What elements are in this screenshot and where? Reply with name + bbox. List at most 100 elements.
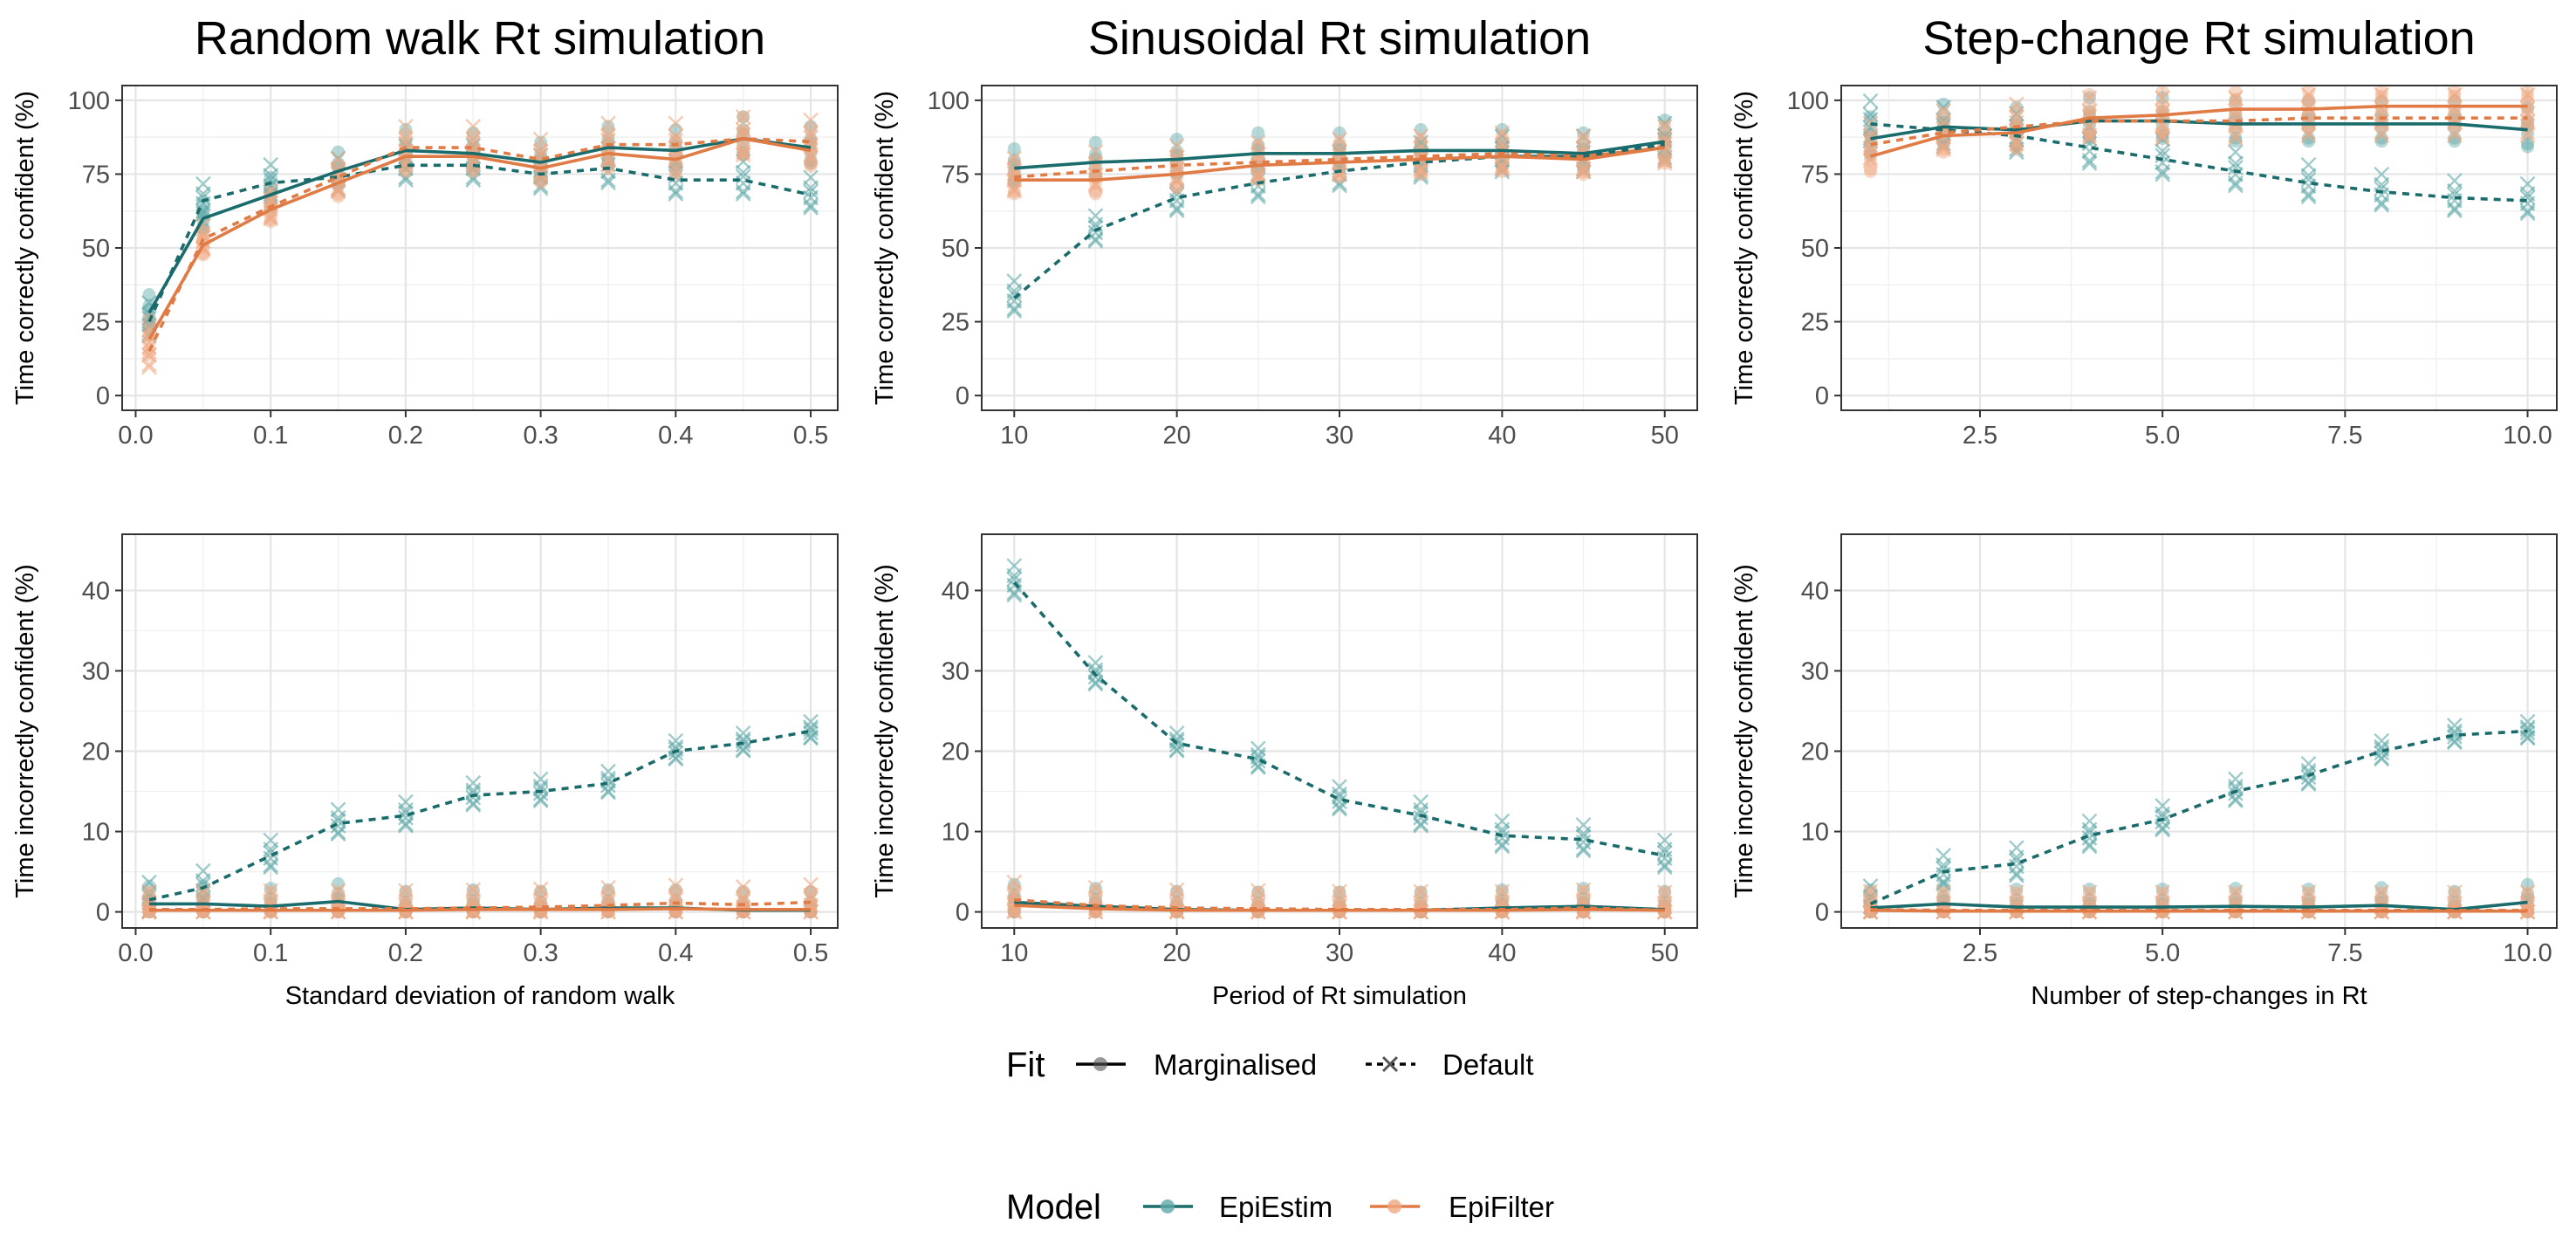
data-point-epiestim-default — [263, 156, 279, 173]
y-tick-label: 0 — [1815, 899, 1829, 927]
data-point-epifilter-marginalised — [2082, 101, 2096, 115]
data-point-epifilter-default — [2374, 100, 2390, 117]
data-point-epiestim-marginalised — [1251, 126, 1265, 140]
data-point-epifilter-marginalised — [466, 165, 480, 179]
panel-top-middle: 10 20 30 40 50 0 25 50 75 100 Sinusoidal Rt simula… — [871, 12, 1698, 450]
data-point-epifilter-default — [2374, 86, 2390, 103]
data-point-epiestim-default — [2081, 155, 2098, 171]
data-point-epifilter-marginalised — [2374, 85, 2388, 99]
panel-border — [1840, 85, 2558, 411]
data-point-epiestim-default — [195, 876, 211, 893]
data-point-epifilter-default — [1006, 183, 1023, 199]
data-point-epiestim-default — [2155, 798, 2171, 814]
data-point-epifilter-default — [2519, 884, 2536, 900]
panel-top-left: 0.0 0.1 0.2 0.3 0.4 0.5 0 25 50 75 100 Random walk … — [11, 12, 839, 450]
data-point-epiestim-default — [2519, 189, 2536, 206]
data-point-epiestim-default — [803, 169, 819, 186]
data-point-epifilter-default — [2447, 884, 2463, 900]
data-point-epiestim-default — [2008, 840, 2024, 856]
data-point-epiestim-default — [398, 815, 414, 832]
data-point-epifilter-default — [735, 109, 751, 125]
data-point-epiestim-marginalised — [399, 135, 413, 149]
data-point-epiestim-marginalised — [332, 145, 346, 159]
data-point-epiestim-default — [1494, 163, 1511, 180]
data-point-epiestim-default — [2519, 725, 2536, 741]
data-point-epiestim-default — [1656, 844, 1673, 861]
data-point-epiestim-default — [2447, 200, 2463, 216]
x-tick-label: 10.0 — [2503, 422, 2552, 450]
data-point-epiestim-marginalised — [1088, 148, 1102, 161]
data-point-epiestim-default — [2519, 721, 2536, 738]
data-point-epiestim-default — [2081, 813, 2098, 829]
data-point-epiestim-default — [465, 782, 482, 799]
data-point-epifilter-default — [1575, 163, 1592, 180]
data-point-epifilter-default — [1006, 161, 1023, 177]
data-point-epiestim-default — [2227, 177, 2244, 194]
series-line-epifilter-default — [1014, 897, 1665, 912]
panel-border — [121, 533, 839, 929]
data-point-epiestim-default — [1494, 836, 1511, 853]
data-point-epifilter-marginalised — [1577, 884, 1591, 898]
data-point-epiestim-default — [600, 784, 616, 801]
data-point-epiestim-default — [263, 844, 279, 861]
series-line-epifilter-default — [1870, 908, 2528, 912]
data-point-epifilter-default — [735, 121, 751, 138]
data-point-epiestim-marginalised — [1495, 883, 1509, 897]
series-line-epiestim-default — [148, 729, 812, 902]
data-point-epifilter-marginalised — [1414, 132, 1428, 146]
data-point-epifilter-default — [2447, 127, 2463, 144]
y-tick-label: 100 — [68, 87, 110, 115]
y-tick-label: 75 — [82, 161, 110, 189]
data-point-epifilter-marginalised — [1170, 896, 1184, 910]
series-line-epiestim-marginalised — [1014, 140, 1665, 170]
legend-fit: Fit Marginalised Default — [1006, 1046, 1534, 1084]
series-line-epifilter-marginalised — [1014, 146, 1665, 182]
data-point-epiestim-default — [1413, 809, 1429, 826]
data-point-epifilter-default — [2519, 100, 2536, 117]
data-point-epiestim-default — [1935, 848, 1951, 863]
y-axis-title: Time incorrectly confident (%) — [1730, 564, 1758, 897]
data-point-epiestim-default — [1087, 655, 1104, 670]
data-point-epiestim-default — [398, 172, 414, 188]
data-point-epifilter-marginalised — [399, 885, 413, 899]
data-point-epiestim-default — [1413, 817, 1429, 834]
data-point-epiestim-default — [803, 725, 819, 741]
data-point-epifilter-marginalised — [264, 885, 277, 899]
data-point-epiestim-marginalised — [1007, 154, 1021, 168]
data-point-epiestim-default — [532, 771, 549, 787]
data-point-epiestim-marginalised — [2155, 883, 2169, 897]
data-point-epifilter-default — [465, 882, 482, 898]
data-point-epiestim-marginalised — [601, 132, 615, 146]
data-point-epifilter-default — [532, 131, 549, 148]
data-point-epiestim-marginalised — [2229, 882, 2243, 896]
legend-model-epiestim-key — [1143, 1199, 1193, 1213]
panel-border — [981, 85, 1698, 411]
data-point-epiestim-marginalised — [142, 309, 156, 323]
data-point-epifilter-marginalised — [264, 215, 277, 229]
data-point-epiestim-default — [1494, 813, 1511, 829]
x-tick-label: 30 — [1326, 939, 1353, 967]
data-point-epiestim-marginalised — [1251, 138, 1265, 152]
x-tick-label: 0.3 — [523, 939, 558, 967]
panel-title: Sinusoidal Rt simulation — [1088, 12, 1591, 65]
y-tick-label: 50 — [942, 235, 969, 263]
series-line-epifilter-default — [1870, 116, 2528, 147]
data-point-epifilter-default — [600, 115, 616, 132]
data-point-epifilter-default — [1006, 874, 1023, 890]
y-tick-label: 50 — [82, 235, 110, 263]
data-point-epifilter-default — [2447, 100, 2463, 117]
data-point-epifilter-marginalised — [466, 884, 480, 898]
data-point-epifilter-marginalised — [2302, 85, 2316, 99]
data-point-epiestim-default — [2081, 836, 2098, 853]
data-point-epiestim-default — [1656, 115, 1673, 132]
x-tick-label: 10 — [1000, 422, 1028, 450]
y-tick-label: 10 — [82, 819, 110, 847]
data-point-epifilter-marginalised — [2521, 118, 2535, 132]
data-point-epiestim-marginalised — [1170, 132, 1184, 146]
data-point-epiestim-marginalised — [2374, 881, 2388, 895]
data-point-epiestim-default — [1575, 817, 1592, 833]
data-point-epiestim-default — [1006, 558, 1023, 574]
data-point-epiestim-default — [668, 732, 684, 749]
data-point-epifilter-marginalised — [2448, 85, 2462, 99]
